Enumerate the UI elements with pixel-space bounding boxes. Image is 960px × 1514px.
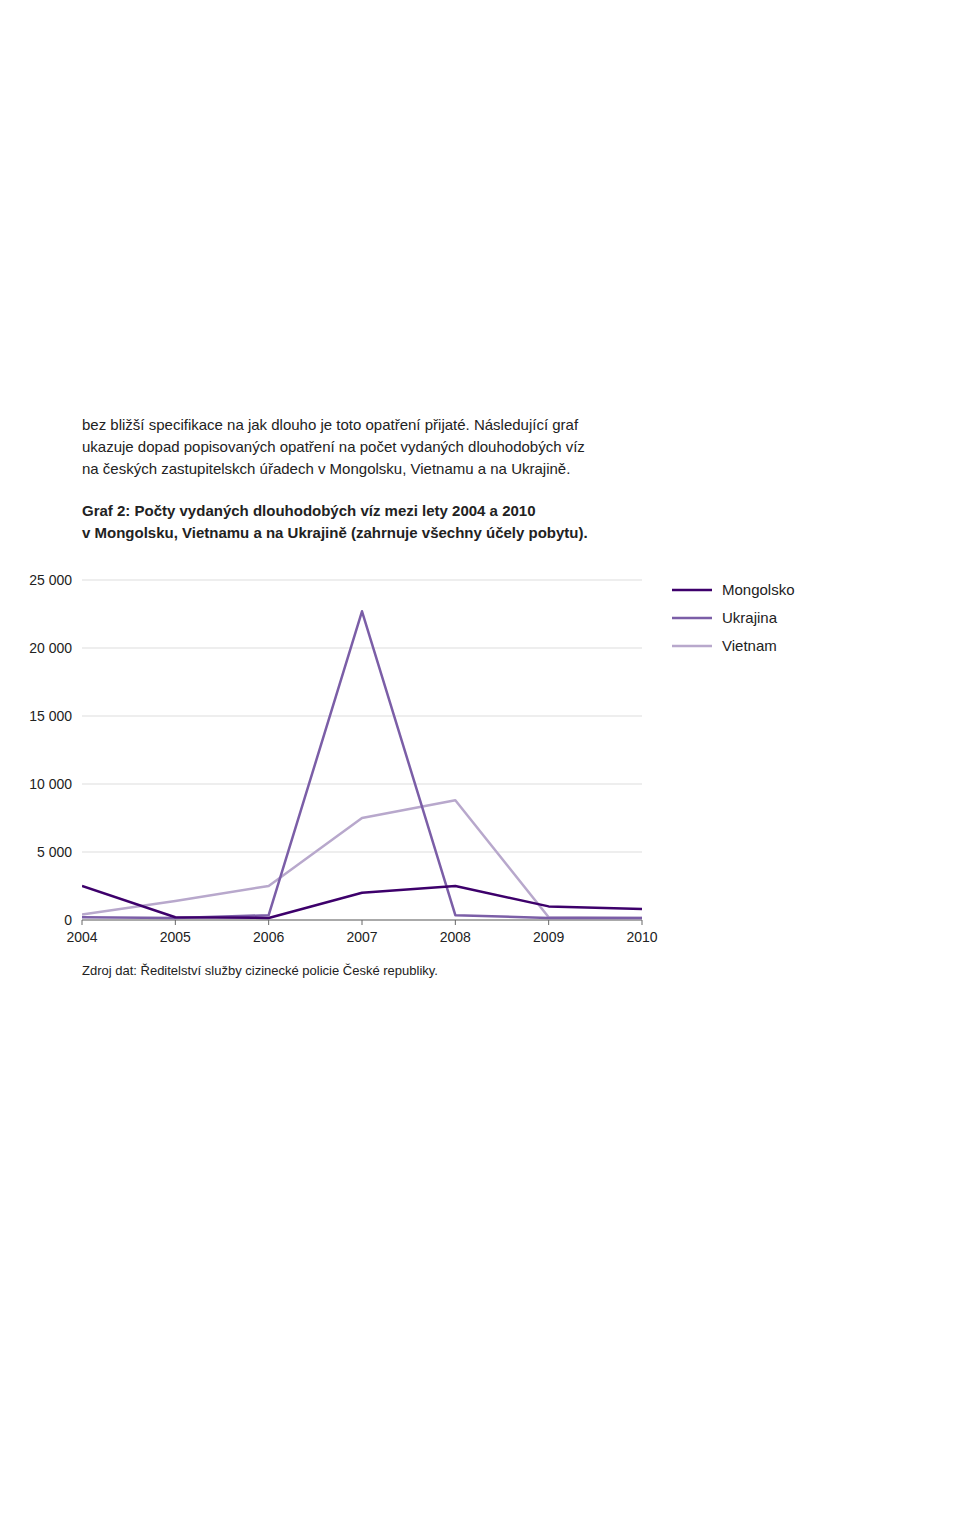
y-tick-label: 15 000: [29, 708, 72, 724]
x-tick-label: 2007: [346, 929, 377, 945]
grid-line: [82, 648, 642, 649]
series-line: [82, 886, 642, 918]
y-tick-label: 20 000: [29, 640, 72, 656]
lines: [82, 611, 642, 918]
annotation: bez bližší specifikace na jak dlouho je …: [82, 416, 579, 433]
series-line: [82, 611, 642, 918]
series-line: [82, 800, 642, 918]
x-tick: [642, 920, 643, 925]
legend-swatch: [672, 589, 712, 592]
x-tick-label: 2005: [160, 929, 191, 945]
grid-line: [82, 852, 642, 853]
x-tick-label: 2004: [66, 929, 97, 945]
grid-line: [82, 784, 642, 785]
chart: bez bližší specifikace na jak dlouho je …: [0, 0, 960, 1514]
annotation: ukazuje dopad popisovaných opatření na p…: [82, 438, 585, 455]
y-tick-label: 25 000: [29, 572, 72, 588]
title: Graf 2: Počty vydaných dlouhodobých víz …: [82, 502, 536, 519]
legend-label: Vietnam: [722, 637, 777, 654]
x-tick-label: 2006: [253, 929, 284, 945]
x-tick: [175, 920, 176, 925]
x-tick: [82, 920, 83, 925]
source: Zdroj dat: Ředitelství služby cizinecké …: [82, 963, 438, 978]
x-tick: [455, 920, 456, 925]
x-tick: [268, 920, 269, 925]
legend: Mongolsko Ukrajina Vietnam: [672, 581, 795, 654]
legend-label: Ukrajina: [722, 609, 778, 626]
x-tick: [548, 920, 549, 925]
y-tick-label: 10 000: [29, 776, 72, 792]
x-tick: [362, 920, 363, 925]
x-tick-label: 2008: [440, 929, 471, 945]
legend-swatch: [672, 645, 712, 648]
legend-label: Mongolsko: [722, 581, 795, 598]
grid: [82, 580, 642, 920]
grid-line: [82, 580, 642, 581]
annotation: na českých zastupitelskch úřadech v Mong…: [82, 460, 570, 477]
x-tick-label: 2009: [533, 929, 564, 945]
x-tick-label: 2010: [626, 929, 657, 945]
grid-line: [82, 716, 642, 717]
y-tick-label: 0: [64, 912, 72, 928]
title: v Mongolsku, Vietnamu a na Ukrajině (zah…: [82, 524, 588, 541]
y-tick-label: 5 000: [37, 844, 72, 860]
legend-swatch: [672, 617, 712, 620]
